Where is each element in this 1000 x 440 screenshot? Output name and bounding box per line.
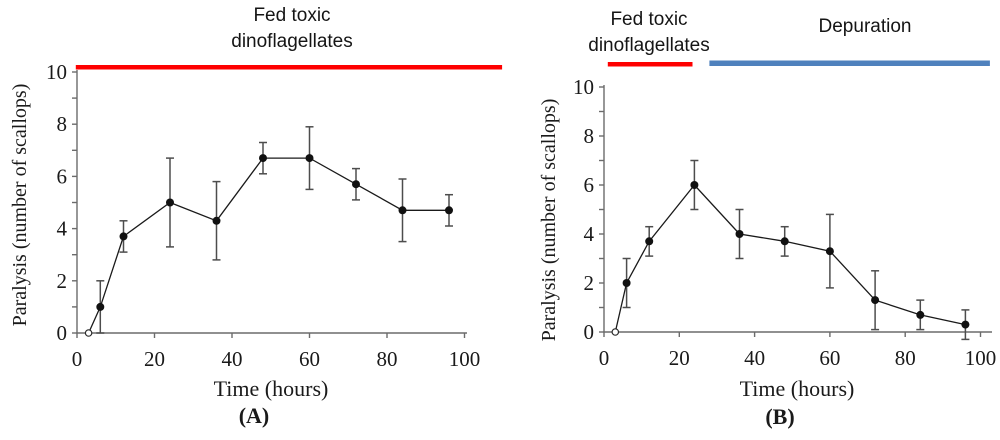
panel-b-phase-bar-1	[709, 60, 990, 66]
panel-b-x-axis-label: Time (hours)	[739, 376, 855, 401]
panel-b-y-tick-label: 0	[584, 320, 595, 344]
panel-b-y-tick-label: 4	[584, 222, 595, 246]
panel-b-data-point	[690, 181, 699, 189]
panel-a-y-axis-label: Paralysis (number of scallops)	[9, 83, 31, 327]
panel-b-y-tick-label: 2	[584, 271, 595, 295]
panel-b-phase-bar-0	[607, 62, 693, 67]
panel-a-y-tick-label: 6	[57, 164, 68, 188]
panel-a-data-point	[259, 154, 267, 163]
panel-b-y-tick-label: 10	[573, 75, 594, 99]
panel-a-data-point	[445, 206, 453, 215]
panel-b-x-tick-label: 60	[819, 346, 840, 370]
panel-a-phase-label-fed-toxic: Fed toxic dinoflagellates	[231, 5, 353, 52]
panel-a-error-bars	[96, 126, 453, 334]
panel-b-data-point	[622, 279, 631, 287]
panel-b-data-point	[735, 230, 744, 238]
panel-a-phase-bar-0	[75, 65, 503, 70]
panel-a-y-tick-label: 0	[57, 321, 68, 345]
panel-a-caption: (A)	[238, 403, 270, 428]
panel-a-data-point	[119, 232, 128, 241]
panel-a-data-point	[212, 216, 221, 225]
panel-a-x-tick-label: 80	[377, 347, 398, 371]
panel-b-caption: (B)	[765, 404, 795, 429]
panel-a-data-point	[166, 198, 174, 207]
panel-a-data-point	[96, 302, 105, 311]
panel-b-data-point	[871, 296, 880, 305]
panel-b-axes	[599, 85, 992, 337]
panel-b-x-tick-label: 0	[599, 346, 610, 370]
panel-b-data-point-open	[611, 328, 620, 336]
panel-a-x-tick-label: 100	[449, 347, 481, 371]
panel-b-data-point	[645, 237, 654, 246]
panel-b-data-point	[780, 237, 789, 246]
panel-a-data-point	[398, 206, 407, 215]
panel-a-axes	[72, 70, 467, 338]
panel-a-y-tick-label: 2	[57, 269, 68, 293]
panel-a-y-tick-label: 10	[46, 60, 67, 84]
panel-b-data-point	[916, 310, 925, 319]
panel-b-y-axis-label: Paralysis (number of scallops)	[538, 98, 560, 342]
panel-a-x-tick-label: 60	[299, 347, 320, 371]
panel-b-x-tick-label: 20	[669, 346, 690, 370]
panel-a-data-point	[352, 180, 360, 189]
panel-a-y-tick-label: 4	[57, 217, 68, 241]
panel-b-y-tick-label: 6	[584, 173, 595, 197]
panel-a-x-tick-label: 0	[72, 347, 83, 371]
panel-b-x-tick-label: 40	[744, 346, 765, 370]
panel-a-x-tick-label: 20	[144, 347, 165, 371]
panel-b-series-line	[614, 184, 966, 333]
panel-a-x-tick-label: 40	[222, 347, 243, 371]
panel-a-data-point-open	[84, 329, 93, 337]
panel-a-x-axis-label: Time (hours)	[213, 376, 329, 401]
panel-b-x-tick-label: 100	[965, 346, 997, 370]
panel-b-data-point	[961, 320, 970, 329]
panel-b-phase-label-fed-toxic: Fed toxic dinoflagellates	[588, 9, 710, 56]
panel-a-data-point	[305, 154, 314, 163]
panel-b-x-tick-label: 80	[895, 346, 916, 370]
panel-a-series-line	[88, 157, 449, 334]
panel-b-phase-label-depuration: Depuration	[818, 16, 912, 37]
panel-b-y-tick-label: 8	[584, 124, 595, 148]
panel-a-y-tick-label: 8	[57, 112, 68, 136]
panel-b-data-point	[825, 247, 834, 256]
